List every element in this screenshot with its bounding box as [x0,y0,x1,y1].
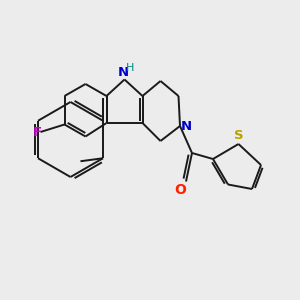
Text: N: N [117,65,129,79]
Text: O: O [174,183,186,197]
Text: S: S [234,129,243,142]
Text: F: F [33,125,42,139]
Text: N: N [181,119,192,133]
Text: H: H [126,63,134,73]
